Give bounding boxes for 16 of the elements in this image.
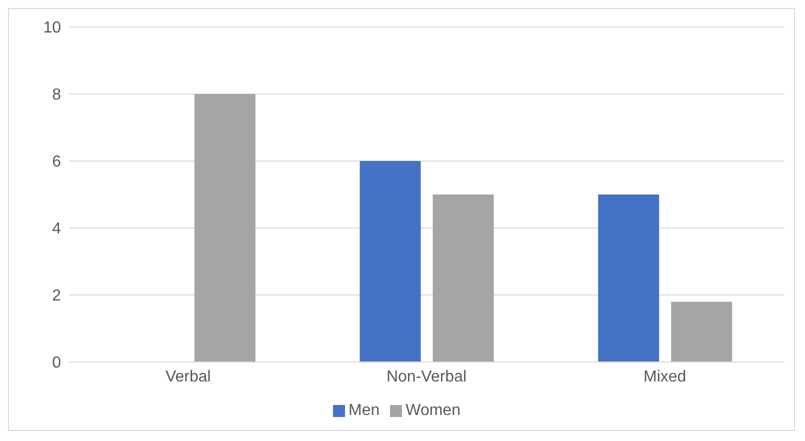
bar <box>360 161 421 362</box>
y-tick-label: 6 <box>52 154 62 171</box>
bar <box>598 194 660 362</box>
y-tick-label: 10 <box>43 20 62 37</box>
y-tick-label: 4 <box>52 220 62 238</box>
y-tick-label: 0 <box>52 354 62 372</box>
legend-label: Men <box>348 402 380 419</box>
bar <box>432 194 494 362</box>
y-tick-label: 2 <box>52 288 62 305</box>
y-tick-label: 8 <box>52 86 62 104</box>
x-tick-label: Verbal <box>165 368 211 386</box>
bar <box>194 94 256 362</box>
x-tick-label: Non-Verbal <box>386 368 467 386</box>
legend-label: Women <box>406 402 460 419</box>
bar <box>671 302 732 362</box>
x-tick-label: Mixed <box>643 368 686 386</box>
